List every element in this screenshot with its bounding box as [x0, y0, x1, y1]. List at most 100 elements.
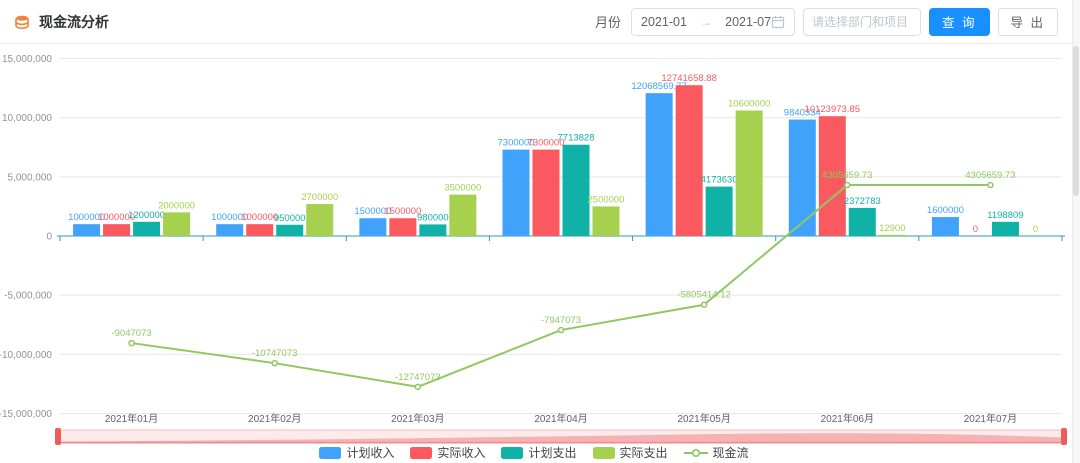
line-value-label: 4305659.73 — [965, 170, 1015, 181]
page-scrollbar-thumb[interactable] — [1073, 46, 1079, 196]
query-button[interactable]: 查 询 — [929, 7, 990, 36]
date-range-picker[interactable]: 2021-01 → 2021-07 — [631, 7, 796, 36]
cashflow-chart-canvas: 15,000,000 10,000,000 5,000,000 0 -5,000,000… — [0, 54, 1067, 445]
y-axis-label: -15,000,000 — [0, 409, 52, 420]
bar-计划收入-2021年01月[interactable] — [73, 224, 101, 236]
legend-swatch — [319, 446, 342, 459]
date-range-arrow-icon: → — [700, 14, 713, 29]
line-value-label: -9047073 — [111, 328, 151, 339]
bar-实际支出-2021年01月[interactable] — [163, 212, 191, 236]
legend-label: 现金流 — [712, 446, 749, 460]
bar-计划支出-2021年02月[interactable] — [276, 224, 304, 236]
cashflow-point-2021年01月[interactable] — [128, 339, 135, 347]
bar-实际收入-2021年06月[interactable] — [818, 116, 846, 236]
bar-value-label: 2372783 — [844, 196, 881, 207]
bar-value-label: 1500000 — [354, 206, 391, 217]
legend-item-现金流[interactable]: 现金流 — [683, 444, 749, 461]
x-axis-label: 2021年01月 — [105, 412, 158, 425]
x-axis-label: 2021年03月 — [391, 412, 444, 425]
page-title: 现金流分析 — [39, 13, 109, 30]
bar-value-label: 1600000 — [927, 205, 964, 216]
datazoom-handle-right[interactable] — [1061, 428, 1067, 445]
date-start-value[interactable]: 2021-01 — [641, 14, 687, 29]
line-value-label: -12747073 — [395, 372, 440, 383]
bar-计划收入-2021年07月[interactable] — [931, 217, 959, 236]
bar-value-label: 1198809 — [987, 210, 1023, 221]
bar-实际支出-2021年02月[interactable] — [306, 204, 334, 236]
app-logo-icon — [14, 14, 30, 30]
bar-value-label: 4173630 — [701, 175, 738, 186]
bar-计划支出-2021年01月[interactable] — [133, 221, 161, 236]
bar-value-label: 950000 — [274, 213, 306, 224]
legend-item-计划支出[interactable]: 计划支出 — [501, 444, 577, 461]
bar-value-label: 3500000 — [444, 183, 481, 194]
x-axis-label: 2021年07月 — [964, 412, 1017, 425]
cashflow-point-2021年02月[interactable] — [271, 359, 278, 367]
line-value-label: -10747073 — [252, 348, 297, 359]
bar-实际收入-2021年01月[interactable] — [103, 224, 131, 236]
line-value-label: -5805414.12 — [677, 290, 730, 301]
cashflow-point-2021年06月[interactable] — [844, 181, 851, 189]
y-axis-label: 0 — [46, 232, 52, 243]
legend-label: 实际收入 — [437, 446, 486, 460]
header-controls: 月份 2021-01 → 2021-07 查 询 导 出 — [595, 7, 1058, 36]
bar-value-label: 1000000 — [241, 212, 278, 223]
cashflow-chart: 15,000,000 10,000,000 5,000,000 0 -5,000,000… — [0, 44, 1080, 463]
legend-item-实际收入[interactable]: 实际收入 — [410, 444, 485, 461]
y-axis-label: 5,000,000 — [8, 172, 53, 183]
bar-实际支出-2021年03月[interactable] — [449, 194, 477, 236]
bar-实际收入-2021年05月[interactable] — [675, 85, 703, 236]
bar-计划支出-2021年07月[interactable] — [991, 221, 1019, 236]
datazoom-handle-left[interactable] — [55, 428, 61, 445]
bar-value-label: 2500000 — [588, 194, 625, 205]
export-button[interactable]: 导 出 — [997, 7, 1058, 36]
line-value-label: 4305659.73 — [822, 170, 872, 181]
department-project-select[interactable] — [803, 7, 922, 36]
legend-item-计划收入[interactable]: 计划收入 — [319, 444, 394, 461]
bar-实际收入-2021年03月[interactable] — [389, 218, 417, 236]
bar-value-label: 2700000 — [301, 192, 338, 203]
cashflow-point-2021年05月[interactable] — [700, 301, 708, 308]
calendar-icon — [771, 15, 785, 29]
bar-计划收入-2021年03月[interactable] — [359, 218, 387, 236]
month-field-label: 月份 — [595, 15, 622, 30]
bar-计划支出-2021年03月[interactable] — [419, 224, 447, 236]
bar-value-label: 12068569.77 — [631, 81, 686, 92]
bar-实际支出-2021年06月[interactable] — [878, 234, 906, 236]
bar-实际支出-2021年05月[interactable] — [735, 110, 763, 236]
legend-item-实际支出[interactable]: 实际支出 — [592, 444, 668, 461]
bar-value-label: 1000000 — [68, 212, 105, 223]
toolbar: 现金流分析 月份 2021-01 → 2021-07 查 询 导 出 — [0, 0, 1072, 44]
bar-计划支出-2021年04月[interactable] — [562, 144, 590, 236]
bar-计划收入-2021年06月[interactable] — [788, 119, 816, 236]
x-axis-label: 2021年02月 — [248, 412, 301, 425]
bar-value-label: 12900 — [879, 223, 905, 234]
bar-计划收入-2021年04月[interactable] — [502, 149, 530, 236]
bar-value-label: 1000000 — [98, 212, 135, 223]
bar-value-label: 980000 — [417, 212, 449, 223]
bar-计划支出-2021年05月[interactable] — [705, 186, 733, 236]
y-axis-label: 10,000,000 — [2, 113, 52, 124]
line-value-label: -7947073 — [541, 315, 581, 326]
cashflow-point-2021年04月[interactable] — [557, 326, 565, 334]
bar-value-label: 7300000 — [498, 138, 535, 149]
bar-计划支出-2021年06月[interactable] — [848, 207, 876, 236]
bar-value-label: 9840334 — [784, 108, 821, 119]
legend-swatch — [501, 446, 524, 459]
page-scrollbar[interactable] — [1072, 0, 1080, 463]
legend-label: 计划收入 — [346, 446, 395, 460]
bar-计划收入-2021年05月[interactable] — [645, 93, 673, 236]
cashflow-point-2021年03月[interactable] — [414, 383, 422, 391]
header-left: 现金流分析 — [14, 12, 109, 32]
bar-value-label: 0 — [1033, 224, 1038, 235]
legend-label: 计划支出 — [528, 446, 577, 460]
bar-实际收入-2021年04月[interactable] — [532, 149, 560, 236]
legend-label: 实际支出 — [619, 446, 668, 460]
bar-实际支出-2021年04月[interactable] — [592, 206, 620, 236]
bar-value-label: 1000000 — [211, 212, 248, 223]
bar-实际收入-2021年02月[interactable] — [246, 224, 274, 236]
bar-计划收入-2021年02月[interactable] — [216, 224, 244, 236]
y-axis-label: 15,000,000 — [2, 54, 52, 65]
cashflow-point-2021年07月[interactable] — [987, 181, 994, 189]
date-end-value[interactable]: 2021-07 — [725, 14, 772, 29]
